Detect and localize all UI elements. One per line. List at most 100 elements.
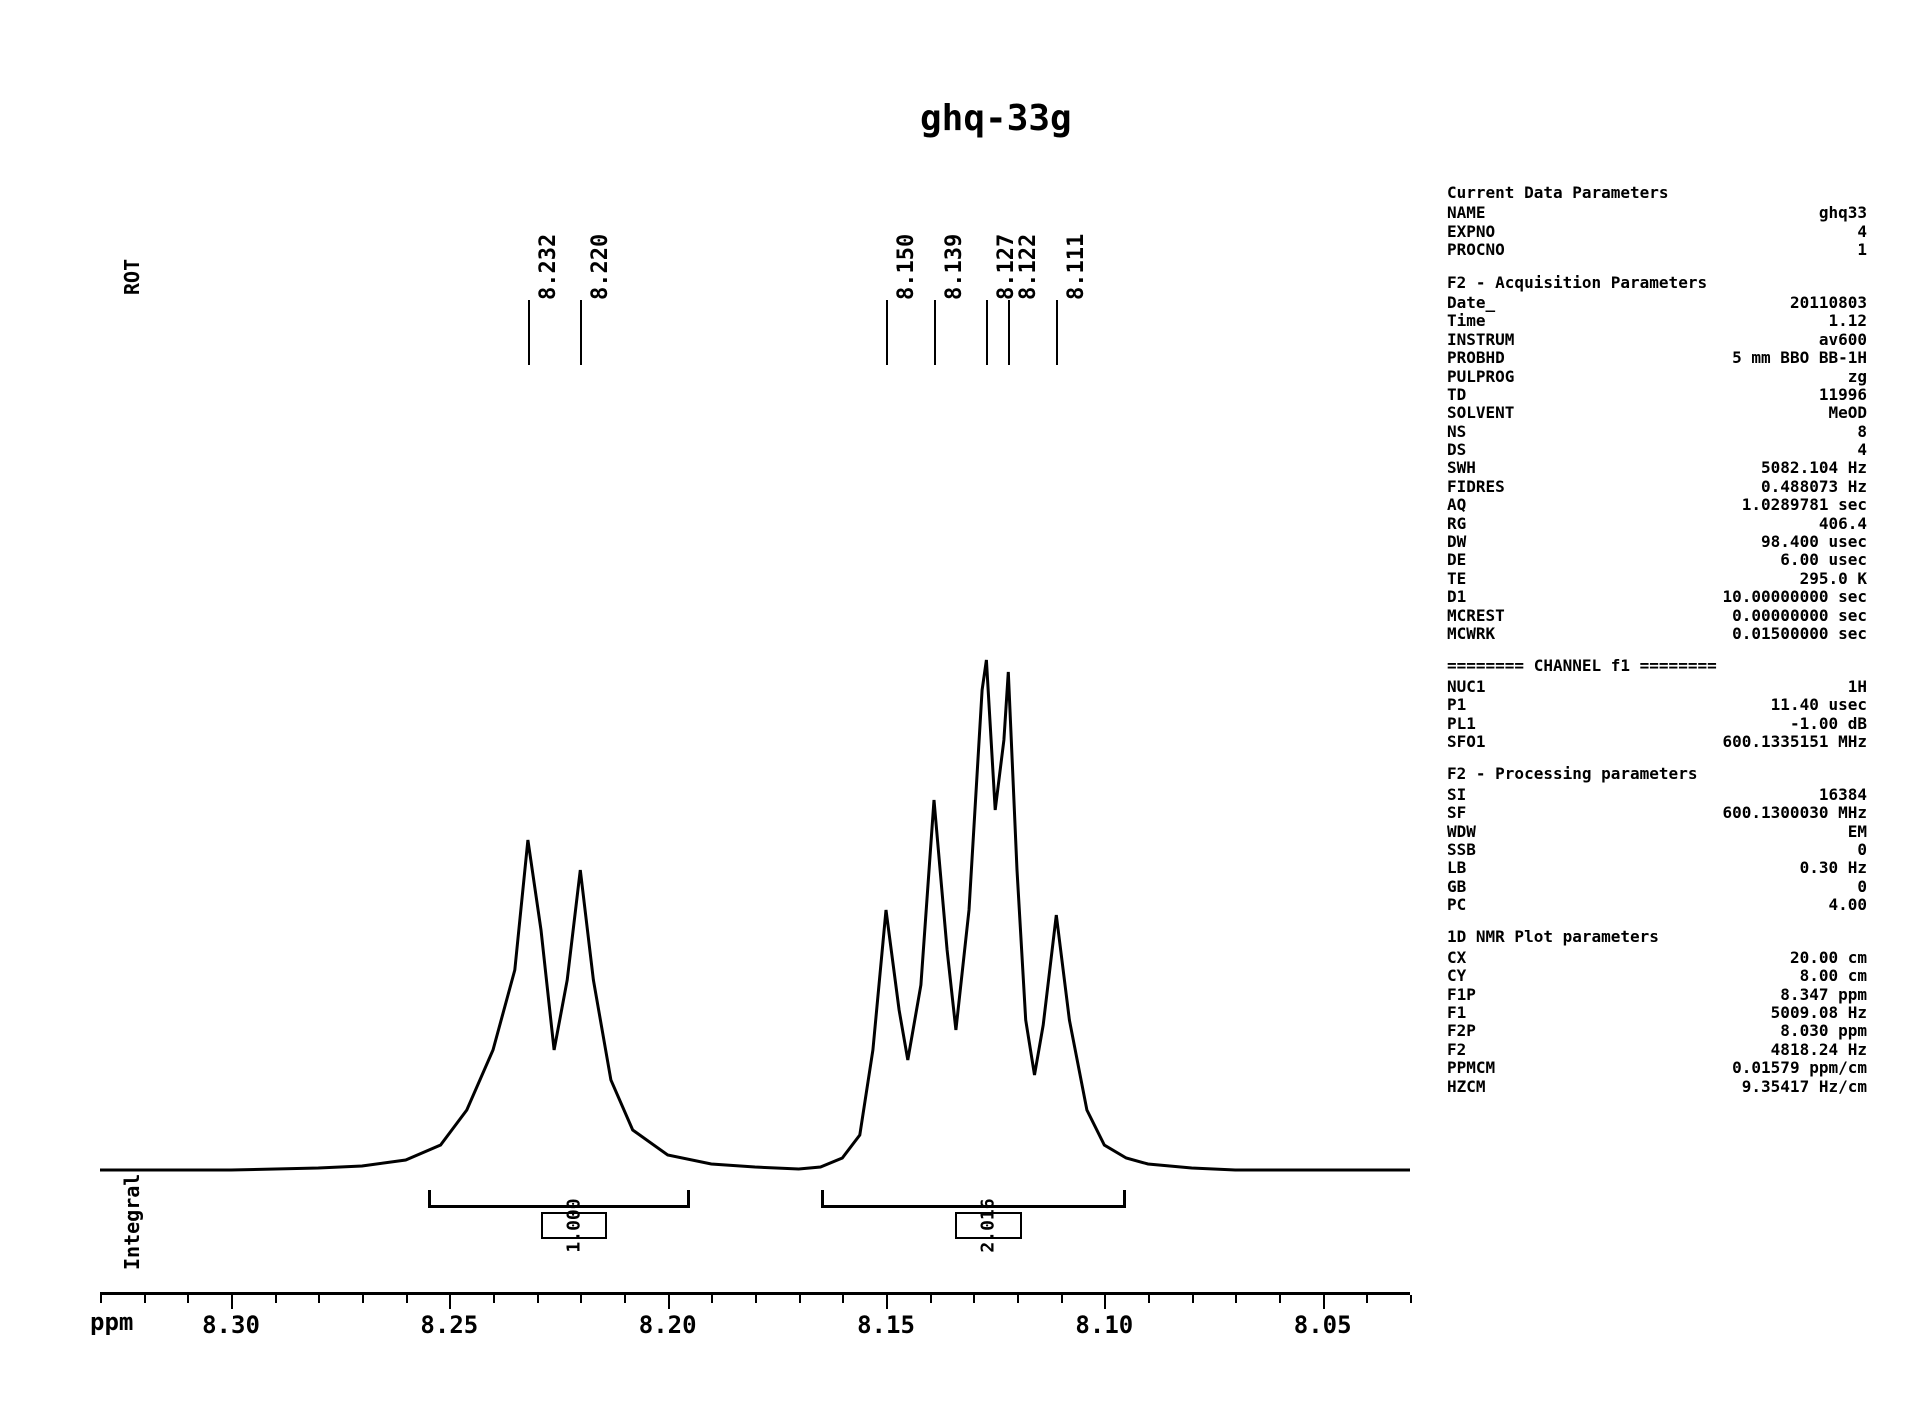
param-row: PPMCM0.01579 ppm/cm xyxy=(1447,1059,1867,1077)
param-value: 11.40 usec xyxy=(1771,696,1867,714)
param-row: F1P 8.347 ppm xyxy=(1447,986,1867,1004)
param-key: PC xyxy=(1447,896,1466,914)
param-key: AQ xyxy=(1447,496,1466,514)
param-key: DE xyxy=(1447,551,1466,569)
param-key: EXPNO xyxy=(1447,223,1495,241)
param-key: F2 xyxy=(1447,1041,1466,1059)
param-value: 4818.24 Hz xyxy=(1771,1041,1867,1059)
param-value: -1.00 dB xyxy=(1790,715,1867,733)
axis-minor-tick xyxy=(580,1295,582,1303)
param-key: SF xyxy=(1447,804,1466,822)
param-key: Time xyxy=(1447,312,1486,330)
param-key: HZCM xyxy=(1447,1078,1486,1096)
axis-minor-tick xyxy=(318,1295,320,1303)
param-key: DW xyxy=(1447,533,1466,551)
param-value: 4 xyxy=(1857,223,1867,241)
param-row: DS 4 xyxy=(1447,441,1867,459)
axis-minor-tick xyxy=(100,1295,102,1303)
axis-minor-tick xyxy=(799,1295,801,1303)
peak-stem xyxy=(1008,300,1010,365)
param-value: 98.400 usec xyxy=(1761,533,1867,551)
spectrum-line xyxy=(100,170,1410,1260)
param-value: 8 xyxy=(1857,423,1867,441)
param-row: INSTRUM av600 xyxy=(1447,331,1867,349)
axis-minor-tick xyxy=(711,1295,713,1303)
param-key: SOLVENT xyxy=(1447,404,1514,422)
axis-tick-label: 8.15 xyxy=(857,1311,915,1339)
param-value: 600.1300030 MHz xyxy=(1723,804,1868,822)
param-value: 5009.08 Hz xyxy=(1771,1004,1867,1022)
param-key: PROBHD xyxy=(1447,349,1505,367)
param-key: TD xyxy=(1447,386,1466,404)
peak-label: 8.111 xyxy=(1064,234,1089,300)
param-value: 8.00 cm xyxy=(1800,967,1867,985)
param-key: MCWRK xyxy=(1447,625,1495,643)
param-row: CY 8.00 cm xyxy=(1447,967,1867,985)
param-value: 8.347 ppm xyxy=(1780,986,1867,1004)
param-key: F1P xyxy=(1447,986,1476,1004)
param-row: P1 11.40 usec xyxy=(1447,696,1867,714)
param-row: MCWRK0.01500000 sec xyxy=(1447,625,1867,643)
axis-minor-tick xyxy=(842,1295,844,1303)
param-key: PULPROG xyxy=(1447,368,1514,386)
param-row: HZCM9.35417 Hz/cm xyxy=(1447,1078,1867,1096)
param-value: 4.00 xyxy=(1828,896,1867,914)
param-row: RG 406.4 xyxy=(1447,515,1867,533)
param-key: F1 xyxy=(1447,1004,1466,1022)
axis-minor-tick xyxy=(1061,1295,1063,1303)
parameter-panel: Current Data ParametersNAMEghq33EXPNO4PR… xyxy=(1447,170,1867,1096)
param-row: NAMEghq33 xyxy=(1447,204,1867,222)
param-key: NUC1 xyxy=(1447,678,1486,696)
param-key: NS xyxy=(1447,423,1466,441)
param-value: 0.00000000 sec xyxy=(1732,607,1867,625)
param-row: F2 4818.24 Hz xyxy=(1447,1041,1867,1059)
axis-minor-tick xyxy=(449,1295,451,1303)
param-key: INSTRUM xyxy=(1447,331,1514,349)
axis-minor-tick xyxy=(624,1295,626,1303)
param-row: GB0 xyxy=(1447,878,1867,896)
axis-minor-tick xyxy=(755,1295,757,1303)
param-value: 4 xyxy=(1857,441,1867,459)
param-value: 0.30 Hz xyxy=(1800,859,1867,877)
axis-tick-label: 8.20 xyxy=(639,1311,697,1339)
param-row: D110.00000000 sec xyxy=(1447,588,1867,606)
param-value: 10.00000000 sec xyxy=(1723,588,1868,606)
param-row: FIDRES0.488073 Hz xyxy=(1447,478,1867,496)
param-value: 295.0 K xyxy=(1800,570,1867,588)
param-row: SI16384 xyxy=(1447,786,1867,804)
axis-minor-tick xyxy=(1148,1295,1150,1303)
param-value: 600.1335151 MHz xyxy=(1723,733,1868,751)
axis-minor-tick xyxy=(1017,1295,1019,1303)
param-row: SSB0 xyxy=(1447,841,1867,859)
param-key: PPMCM xyxy=(1447,1059,1495,1077)
param-row: TE295.0 K xyxy=(1447,570,1867,588)
axis-minor-tick xyxy=(187,1295,189,1303)
integral-axis-label: Integral xyxy=(120,1174,144,1270)
param-row: SOLVENTMeOD xyxy=(1447,404,1867,422)
axis-minor-tick xyxy=(1410,1295,1412,1303)
param-row: WDWEM xyxy=(1447,823,1867,841)
axis-minor-tick xyxy=(144,1295,146,1303)
param-key: CY xyxy=(1447,967,1466,985)
axis-tick-label: 8.30 xyxy=(202,1311,260,1339)
param-key: DS xyxy=(1447,441,1466,459)
ppm-label: ppm xyxy=(90,1308,133,1336)
param-key: RG xyxy=(1447,515,1466,533)
param-value: av600 xyxy=(1819,331,1867,349)
page-title: ghq-33g xyxy=(920,98,1072,139)
axis-minor-tick xyxy=(537,1295,539,1303)
param-key: P1 xyxy=(1447,696,1466,714)
param-row: PULPROG zg xyxy=(1447,368,1867,386)
param-row: TD 11996 xyxy=(1447,386,1867,404)
axis-minor-tick xyxy=(1279,1295,1281,1303)
param-row: NUC11H xyxy=(1447,678,1867,696)
param-value: 406.4 xyxy=(1819,515,1867,533)
param-row: F1 5009.08 Hz xyxy=(1447,1004,1867,1022)
rot-label: ROT xyxy=(120,259,144,295)
axis-minor-tick xyxy=(1366,1295,1368,1303)
axis-minor-tick xyxy=(1235,1295,1237,1303)
param-value: 11996 xyxy=(1819,386,1867,404)
x-axis: 8.308.258.208.158.108.05 xyxy=(100,1292,1410,1322)
integral-value: 2.016 xyxy=(955,1212,1021,1239)
param-value: zg xyxy=(1848,368,1867,386)
